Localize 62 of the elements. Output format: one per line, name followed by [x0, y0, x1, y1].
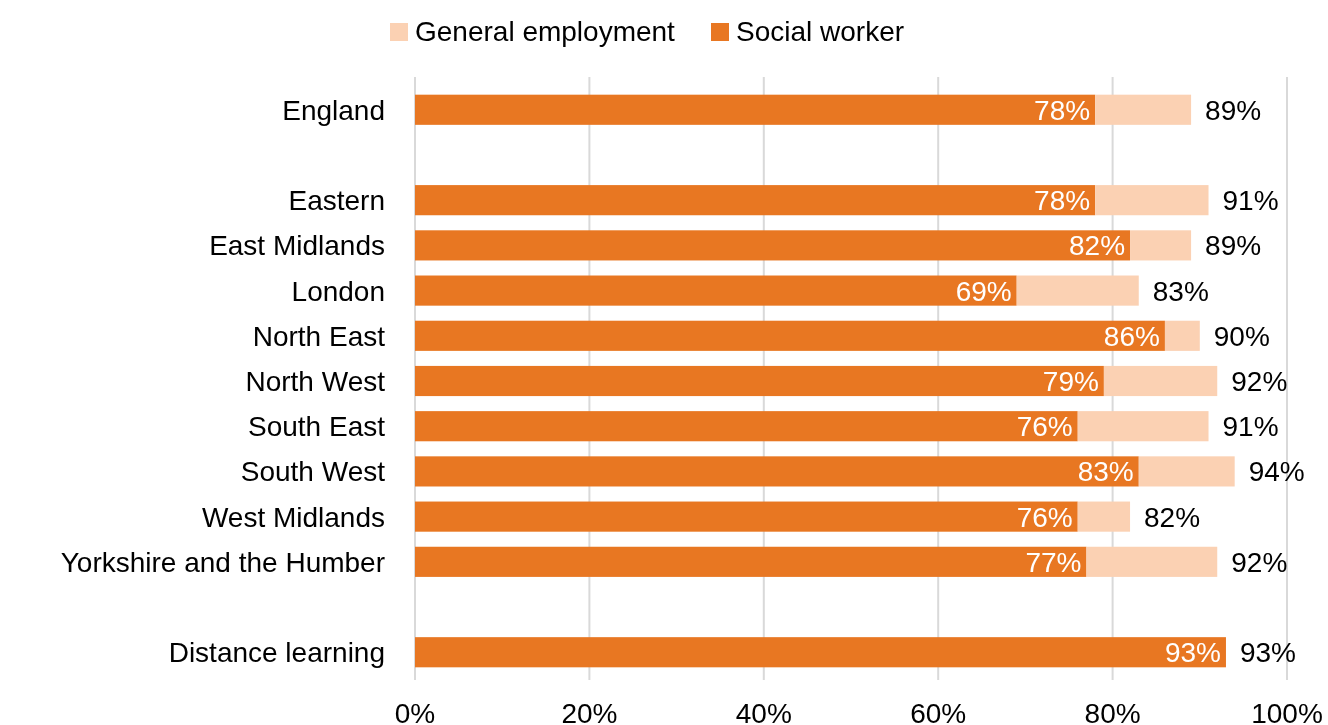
- data-label: 83%: [1077, 456, 1134, 488]
- y-tick-label: England: [282, 94, 385, 126]
- total-label: 89%: [1205, 230, 1262, 262]
- total-label: 89%: [1205, 94, 1262, 126]
- data-label: 82%: [1068, 230, 1126, 262]
- total-label: 83%: [1152, 275, 1209, 307]
- data-label: 79%: [1042, 366, 1099, 397]
- bar: [415, 365, 1104, 397]
- bar: [1077, 501, 1131, 532]
- x-tick-label: 20%: [561, 698, 618, 725]
- total-label: 91%: [1222, 185, 1279, 217]
- y-tick-label: London: [291, 275, 385, 307]
- x-tick-label: 100%: [1251, 698, 1323, 725]
- y-tick-label: Distance learning: [168, 637, 385, 669]
- bar: [415, 185, 1096, 216]
- bar: [1095, 94, 1192, 125]
- total-label: 94%: [1248, 456, 1305, 488]
- bar: [415, 320, 1165, 351]
- total-label: 91%: [1222, 411, 1279, 443]
- bar: [1130, 230, 1192, 261]
- bar: [1138, 456, 1235, 487]
- x-tick-label: 0%: [394, 698, 436, 725]
- y-tick-label: North West: [245, 366, 386, 397]
- bar: [415, 501, 1078, 532]
- y-tick-label: East Midlands: [209, 230, 385, 262]
- x-tick-label: 60%: [910, 698, 967, 725]
- bar: [415, 230, 1131, 261]
- data-label: 93%: [1164, 637, 1221, 669]
- bar: [415, 411, 1078, 442]
- y-tick-label: Eastern: [288, 185, 385, 217]
- bar: [415, 456, 1139, 487]
- bar: [415, 94, 1096, 125]
- y-tick-label: Yorkshire and the Humber: [60, 546, 385, 578]
- bar: [1016, 275, 1139, 306]
- data-label: 76%: [1016, 411, 1073, 443]
- data-label: 76%: [1016, 501, 1073, 533]
- legend-label: General employment: [415, 16, 676, 47]
- bar: [1164, 320, 1200, 351]
- total-label: 93%: [1239, 637, 1297, 669]
- y-tick-label: South West: [240, 456, 386, 488]
- total-label: 92%: [1231, 546, 1288, 578]
- data-label: 78%: [1034, 185, 1091, 217]
- legend-label: Social worker: [736, 16, 905, 47]
- data-label: 78%: [1034, 94, 1091, 126]
- x-tick-label: 80%: [1084, 698, 1141, 725]
- total-label: 82%: [1144, 501, 1201, 533]
- x-tick-label: 40%: [735, 698, 792, 725]
- y-tick-label: West Midlands: [201, 501, 385, 533]
- bar: [415, 637, 1226, 668]
- bar: [1086, 546, 1218, 577]
- y-tick-label: North East: [252, 320, 386, 352]
- bar: [1077, 411, 1209, 442]
- data-label: 77%: [1025, 546, 1082, 578]
- total-label: 90%: [1213, 320, 1270, 352]
- bar: [415, 275, 1017, 306]
- bar: [1103, 365, 1218, 397]
- total-label: 92%: [1231, 366, 1288, 397]
- data-label: 69%: [955, 275, 1012, 307]
- y-tick-label: South East: [248, 411, 386, 443]
- data-label: 86%: [1103, 320, 1160, 352]
- bar: [1095, 185, 1209, 216]
- bar: [415, 546, 1087, 577]
